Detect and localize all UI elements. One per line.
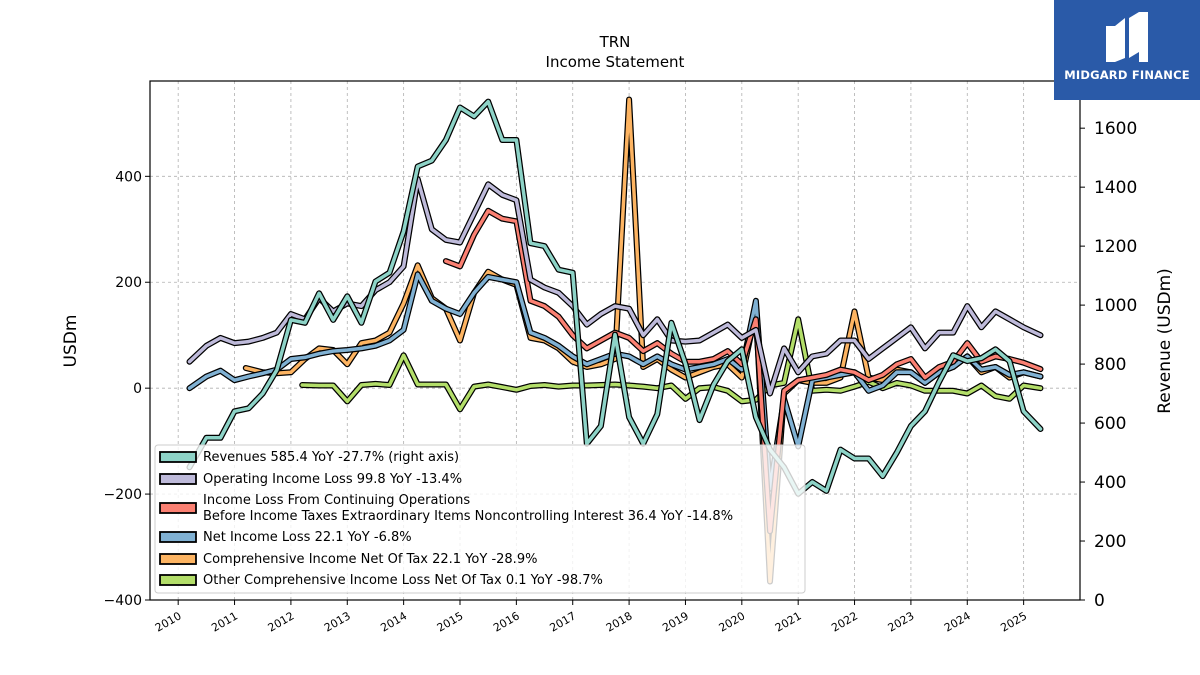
legend-label-operating: Operating Income Loss 99.8 YoY -13.4%: [203, 472, 462, 487]
legend-label-comprehensive: Comprehensive Income Net Of Tax 22.1 YoY…: [203, 552, 537, 567]
legend-swatch-net: [159, 531, 197, 543]
x-tick-label-10: 2020: [717, 609, 748, 634]
x-tick-label-5: 2015: [435, 609, 466, 634]
midgard-logo-icon: [1106, 12, 1148, 62]
series-line-revenues: [187, 99, 1043, 496]
legend-label-revenues: Revenues 585.4 YoY -27.7% (right axis): [203, 450, 459, 465]
x-tick-label-6: 2016: [491, 609, 522, 634]
logo-text: MIDGARD FINANCE: [1064, 68, 1190, 82]
chart-subtitle: Income Statement: [546, 53, 685, 71]
legend-swatch-operating: [159, 473, 197, 485]
series-line-pretax: [444, 209, 1043, 533]
left-axis-label: USDm: [61, 315, 81, 368]
x-tick-label-7: 2017: [547, 609, 578, 634]
x-tick-label-9: 2019: [660, 609, 691, 634]
series-line-other: [300, 317, 1043, 412]
legend-swatch-revenues: [159, 451, 197, 463]
y-left-tick-label-1: −200: [104, 487, 142, 503]
legend-label-pretax-line-0: Income Loss From Continuing Operations: [203, 493, 470, 508]
chart-legend: Revenues 585.4 YoY -27.7% (right axis) Op…: [154, 444, 806, 594]
x-tick-label-4: 2014: [378, 609, 409, 634]
y-right-tick-label-3: 600: [1094, 414, 1126, 434]
y-left-tick-label-0: −400: [104, 593, 142, 609]
x-tick-label-11: 2021: [773, 609, 804, 634]
x-tick-label-3: 2013: [322, 609, 353, 634]
y-right-tick-label-1: 200: [1094, 532, 1126, 552]
x-tick-label-2: 2012: [266, 609, 297, 634]
right-axis-label: Revenue (USDm): [1155, 268, 1175, 414]
legend-swatch-comprehensive: [159, 553, 197, 565]
y-right-tick-label-7: 1400: [1094, 178, 1137, 198]
x-tick-label-0: 2010: [153, 609, 184, 634]
y-right-tick-label-5: 1000: [1094, 296, 1137, 316]
legend-label-net: Net Income Loss 22.1 YoY -6.8%: [203, 530, 412, 545]
legend-label-other: Other Comprehensive Income Loss Net Of T…: [203, 573, 603, 588]
y-left-tick-label-3: 200: [115, 275, 142, 291]
chart-title: TRN: [599, 33, 631, 51]
y-left-tick-label-4: 400: [115, 169, 142, 185]
x-tick-label-1: 2011: [209, 609, 240, 634]
legend-swatch-other: [159, 574, 197, 586]
brand-logo: MIDGARD FINANCE: [1054, 0, 1200, 100]
legend-label-pretax-line-1: Before Income Taxes Extraordinary Items …: [203, 509, 733, 524]
y-right-tick-label-0: 0: [1094, 591, 1105, 611]
legend-swatch-pretax: [159, 502, 197, 514]
y-left-tick-label-2: 0: [133, 381, 142, 397]
y-right-tick-label-4: 800: [1094, 355, 1126, 375]
y-right-tick-label-2: 400: [1094, 473, 1126, 493]
x-tick-label-15: 2025: [998, 609, 1029, 634]
x-tick-label-13: 2023: [886, 609, 917, 634]
series-line-operating: [187, 177, 1043, 396]
legend-box: [154, 444, 806, 594]
plot-frame: [149, 80, 1081, 601]
y-right-tick-label-8: 1600: [1094, 119, 1137, 139]
series-layer: [186, 96, 1044, 585]
x-tick-label-12: 2022: [829, 609, 860, 634]
x-tick-label-14: 2024: [942, 609, 973, 634]
x-tick-label-8: 2018: [604, 609, 635, 634]
y-right-tick-label-6: 1200: [1094, 237, 1137, 257]
